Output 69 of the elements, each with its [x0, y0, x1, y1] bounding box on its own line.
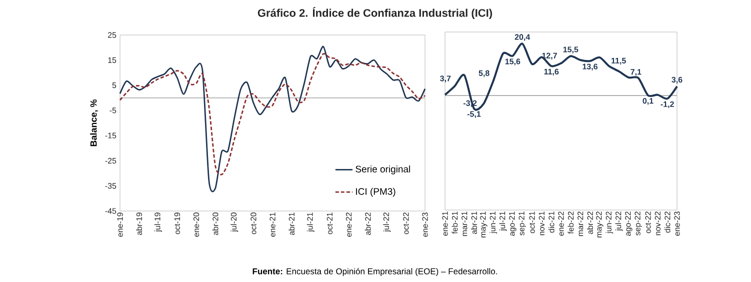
x-tick-label: sep-21 [518, 212, 526, 236]
x-tick-label: dic-21 [548, 212, 554, 233]
data-label: 20,4 [514, 34, 530, 42]
data-label: 7,1 [630, 69, 642, 76]
y-tick-label: -25 [105, 158, 116, 164]
data-label: 5,8 [478, 70, 490, 78]
legend-label: ICI (PM3) [356, 188, 396, 197]
y-tick-label: 5 [112, 82, 116, 88]
data-label: 15,6 [505, 58, 520, 66]
y-tick-label: -45 [105, 208, 116, 214]
data-label: 15,5 [563, 46, 578, 54]
x-tick-label: jul-21 [306, 212, 314, 232]
x-tick-label: ene-22 [558, 212, 564, 236]
x-tick-label: dic-22 [664, 212, 670, 233]
data-label: 0,1 [642, 98, 654, 105]
x-tick-label: ago-21 [509, 212, 516, 236]
x-tick-label: abr-22 [587, 212, 593, 234]
legend-label: Serie original [356, 165, 410, 174]
data-label: -5,1 [467, 111, 481, 118]
x-tick-label: jul-21 [499, 212, 507, 231]
x-tick-label: nov-22 [654, 212, 661, 236]
x-tick-label: abr-22 [364, 212, 371, 235]
y-tick-label: -35 [105, 183, 116, 189]
x-tick-label: abr-21 [471, 212, 477, 234]
data-label: 3,7 [440, 76, 451, 82]
x-tick-label: sep-22 [634, 212, 642, 236]
x-tick-label: ago-22 [625, 212, 632, 236]
x-tick-label: feb-22 [568, 212, 574, 234]
x-tick-label: mar-22 [578, 212, 584, 236]
chart-title: Gráfico 2. Índice de Confianza Industrial (ICI) [258, 6, 492, 20]
x-tick-label: nov-21 [538, 212, 545, 236]
x-tick-label: ene-23 [422, 212, 428, 237]
x-tick-label: jun-21 [490, 212, 498, 234]
x-tick-label: feb-21 [452, 212, 458, 234]
x-tick-label: ene-23 [674, 212, 680, 236]
x-tick-label: jun-22 [606, 212, 614, 234]
data-label: 13,6 [582, 64, 598, 71]
y-tick-label: 15 [108, 57, 116, 63]
x-tick-label: abr-21 [288, 212, 295, 235]
x-tick-label: oct-20 [250, 212, 256, 234]
x-tick-label: ene-22 [346, 212, 352, 237]
data-label: 11,6 [544, 68, 559, 76]
x-tick-label: jul-20 [230, 212, 238, 232]
x-tick-label: abr-19 [136, 212, 142, 235]
data-label: -1,2 [660, 101, 674, 108]
x-tick-label: jul-22 [615, 212, 623, 231]
line-series [119, 53, 426, 176]
x-tick-label: mar-21 [462, 212, 468, 236]
x-tick-label: abr-20 [212, 212, 218, 235]
x-tick-label: jul-19 [154, 212, 162, 232]
x-tick-label: ene-21 [442, 212, 448, 236]
x-tick-label: jul-22 [383, 212, 391, 232]
x-tick-label: oct-22 [403, 212, 409, 234]
x-tick-label: may-22 [596, 212, 604, 238]
data-label: 11,5 [612, 58, 626, 65]
y-tick-label: -5 [110, 108, 116, 114]
y-tick-label: -15 [105, 132, 116, 138]
x-tick-label: oct-19 [174, 212, 180, 234]
x-tick-label: ene-20 [193, 212, 200, 237]
x-tick-label: ene-21 [270, 212, 276, 237]
x-tick-label: oct-21 [326, 212, 333, 234]
text: Fuente: Encuesta de Opinión Empresarial (EOE) – Fedesarrollo. [252, 268, 497, 276]
data-label: 3,6 [672, 76, 682, 84]
x-tick-label: oct-21 [529, 212, 535, 234]
x-tick-label: oct-22 [645, 212, 651, 234]
y-tick-label: 25 [108, 32, 116, 38]
y-axis-title: Balance, % [90, 99, 98, 146]
x-tick-label: may-21 [480, 212, 488, 238]
x-tick-label: ene-19 [117, 212, 123, 237]
